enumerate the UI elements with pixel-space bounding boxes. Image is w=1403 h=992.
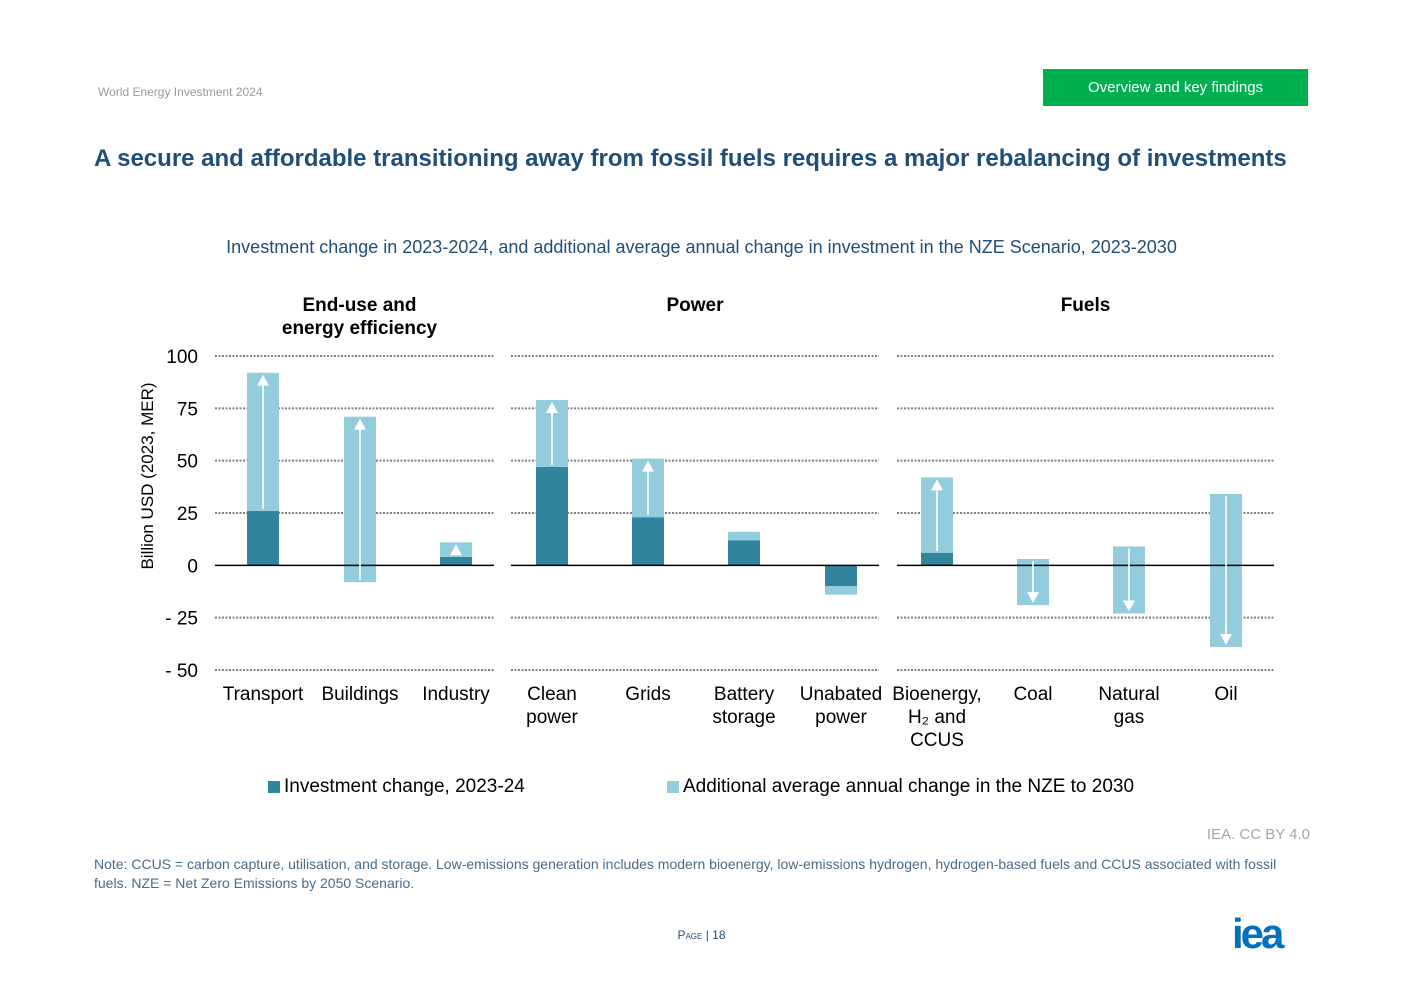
- legend: Investment change, 2023-24 Additional av…: [0, 776, 1403, 800]
- y-tick-label: 25: [177, 504, 198, 525]
- arrowhead: [642, 460, 654, 472]
- category-label: Clean: [527, 684, 577, 705]
- arrowhead: [354, 418, 366, 430]
- bar-investment-change: [536, 466, 568, 566]
- group-heading: End-use and: [302, 295, 416, 316]
- category-label: Transport: [223, 684, 304, 705]
- bar-investment-change: [247, 510, 279, 566]
- category-label: CCUS: [910, 730, 964, 751]
- arrowhead: [450, 544, 462, 556]
- group-heading: Fuels: [1061, 295, 1111, 316]
- logo-text: iea: [1232, 917, 1285, 951]
- source-credit: IEA. CC BY 4.0: [1206, 826, 1310, 843]
- category-label: gas: [1114, 707, 1145, 728]
- bar-investment-change: [825, 565, 857, 587]
- category-label: Coal: [1013, 684, 1052, 705]
- page-title: A secure and affordable transitioning aw…: [94, 145, 1287, 172]
- report-name: World Energy Investment 2024: [98, 85, 263, 99]
- category-label: Unabated: [800, 684, 882, 705]
- category-label: Bioenergy,: [892, 684, 981, 705]
- iea-logo[interactable]: iea: [1232, 917, 1310, 951]
- chart-arrows: [257, 374, 1232, 645]
- page-number: Page | 18: [677, 928, 726, 942]
- category-label: Industry: [422, 684, 490, 705]
- group-heading: Power: [666, 295, 724, 316]
- page-number-value: 18: [712, 928, 726, 942]
- legend-label: Investment change, 2023-24: [284, 776, 525, 797]
- chart-title: Investment change in 2023-2024, and addi…: [226, 237, 1177, 257]
- chart-bars: [247, 372, 1242, 647]
- category-label: power: [815, 707, 867, 728]
- bar-nze-change: [825, 586, 857, 595]
- bar-investment-change: [921, 552, 953, 566]
- arrowhead: [1027, 592, 1039, 604]
- bar-investment-change: [440, 556, 472, 566]
- category-label: storage: [712, 707, 775, 728]
- legend-label: Additional average annual change in the …: [683, 776, 1135, 797]
- y-tick-label: 75: [177, 399, 198, 420]
- arrowhead: [546, 401, 558, 413]
- y-tick-label: - 50: [165, 661, 198, 682]
- group-heading: energy efficiency: [282, 318, 438, 339]
- y-tick-label: 0: [187, 556, 198, 577]
- legend-item-nze-change: Additional average annual change in the …: [667, 776, 1134, 798]
- chart-text: 100 75 50 25 0 - 25 - 50 Billion USD (2023, MER…: [138, 295, 1238, 751]
- chart-note: Note: CCUS = carbon capture, utilisation…: [94, 856, 1277, 891]
- y-axis-label: Billion USD (2023, MER): [138, 382, 157, 569]
- bar-nze-change: [728, 531, 760, 541]
- page-label: Page: [677, 928, 703, 942]
- arrowhead: [257, 374, 269, 386]
- arrowhead: [1220, 633, 1232, 645]
- y-tick-label: 100: [166, 347, 198, 368]
- arrowhead: [931, 479, 943, 491]
- bar-investment-change: [632, 517, 664, 566]
- category-label: Oil: [1214, 684, 1237, 705]
- category-label: power: [526, 707, 578, 728]
- y-tick-label: - 25: [165, 609, 198, 630]
- category-label: Battery: [714, 684, 775, 705]
- section-tag-label: Overview and key findings: [1087, 79, 1264, 96]
- y-tick-label: 50: [177, 452, 198, 473]
- arrowhead: [1123, 600, 1135, 612]
- bar-investment-change: [728, 540, 760, 566]
- legend-swatch: [667, 781, 679, 793]
- category-label: Buildings: [321, 684, 398, 705]
- category-label: H₂ and: [908, 707, 966, 728]
- category-label: Natural: [1098, 684, 1159, 705]
- category-label: Grids: [625, 684, 670, 705]
- section-tag[interactable]: Overview and key findings: [1043, 69, 1308, 106]
- legend-item-investment-change: Investment change, 2023-24: [268, 776, 525, 798]
- legend-swatch: [268, 781, 280, 793]
